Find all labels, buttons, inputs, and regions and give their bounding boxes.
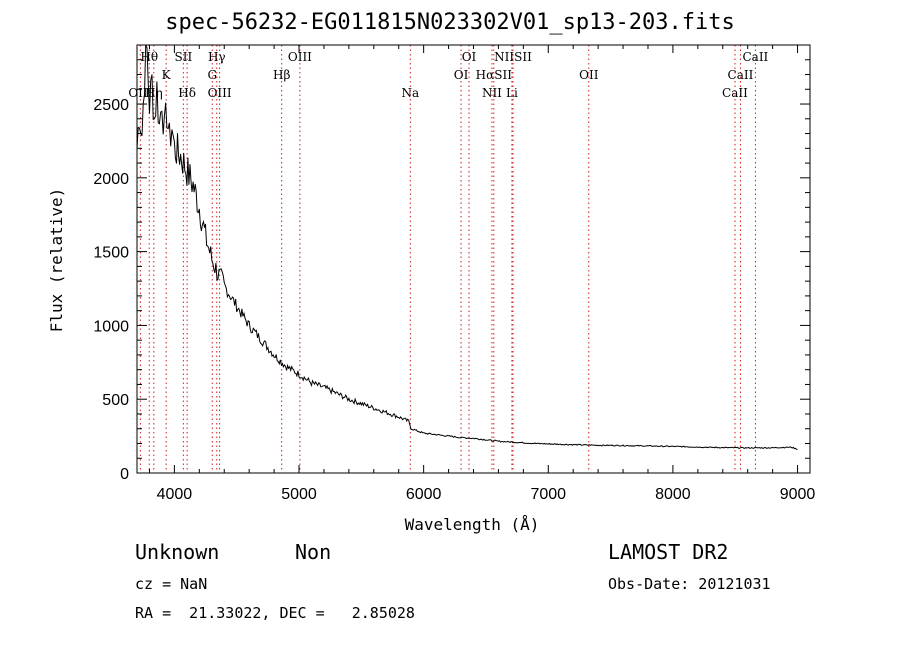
y-tick-label: 500 [102, 392, 129, 409]
x-tick-label: 5000 [281, 486, 317, 503]
x-tick-label: 6000 [406, 486, 442, 503]
line-label: OI [462, 50, 477, 64]
line-label: Li [506, 86, 518, 100]
line-label: NIISII [494, 50, 532, 64]
line-label: Hγ [208, 50, 226, 64]
coordinates: RA = 21.33022, DEC = 2.85028 [135, 604, 415, 622]
line-label: G [207, 68, 217, 82]
spectral-line-markers [139, 45, 756, 473]
obs-date: Obs-Date: 20121031 [608, 575, 771, 593]
chart-title: spec-56232-EG011815N023302V01_sp13-203.f… [165, 10, 735, 35]
y-axis: 0 500 1000 1500 2000 2500 [93, 59, 810, 483]
x-tick-label: 8000 [655, 486, 691, 503]
line-label: SII [175, 50, 193, 64]
line-label: OIII [208, 86, 232, 100]
line-label: OII [579, 68, 599, 82]
line-label: Hθ [140, 50, 158, 64]
plot-frame [136, 44, 811, 474]
line-label: OIII [128, 86, 152, 100]
line-label: CaII [722, 86, 748, 100]
spectrum-series [136, 44, 798, 450]
spectral-line-labels: HθOIIIHηKSIIHδHγGOIIIOIIIHβNaOIOINIISIIH… [128, 50, 768, 100]
y-tick-label: 0 [120, 466, 129, 483]
x-tick-label: 9000 [780, 486, 816, 503]
line-label: Hη [145, 86, 163, 100]
x-tick-label: 7000 [530, 486, 566, 503]
y-tick-label: 2000 [93, 171, 129, 188]
line-label: Hβ [273, 68, 290, 82]
line-label: Hδ [178, 86, 196, 100]
cz-value: cz = NaN [135, 575, 208, 593]
y-tick-label: 2500 [93, 97, 129, 114]
x-axis-label: Wavelength (Å) [405, 515, 540, 534]
x-tick-label: 4000 [157, 486, 193, 503]
class-label: Unknown [135, 540, 220, 564]
line-label: CaII [742, 50, 768, 64]
subclass-label: Non [295, 540, 332, 564]
line-label: CaII [728, 68, 754, 82]
y-axis-label: Flux (relative) [47, 188, 66, 333]
line-label: HαSII [476, 68, 513, 82]
line-label: K [162, 68, 172, 82]
line-label: Na [401, 86, 419, 100]
y-tick-label: 1000 [93, 318, 129, 335]
x-axis: 4000 5000 6000 7000 8000 9000 [148, 45, 816, 503]
line-label: OI [454, 68, 469, 82]
spectrum-line [136, 44, 798, 450]
survey-label: LAMOST DR2 [608, 540, 729, 564]
line-label: OIII [288, 50, 312, 64]
y-tick-label: 1500 [93, 245, 129, 262]
line-label: NII [482, 86, 502, 100]
